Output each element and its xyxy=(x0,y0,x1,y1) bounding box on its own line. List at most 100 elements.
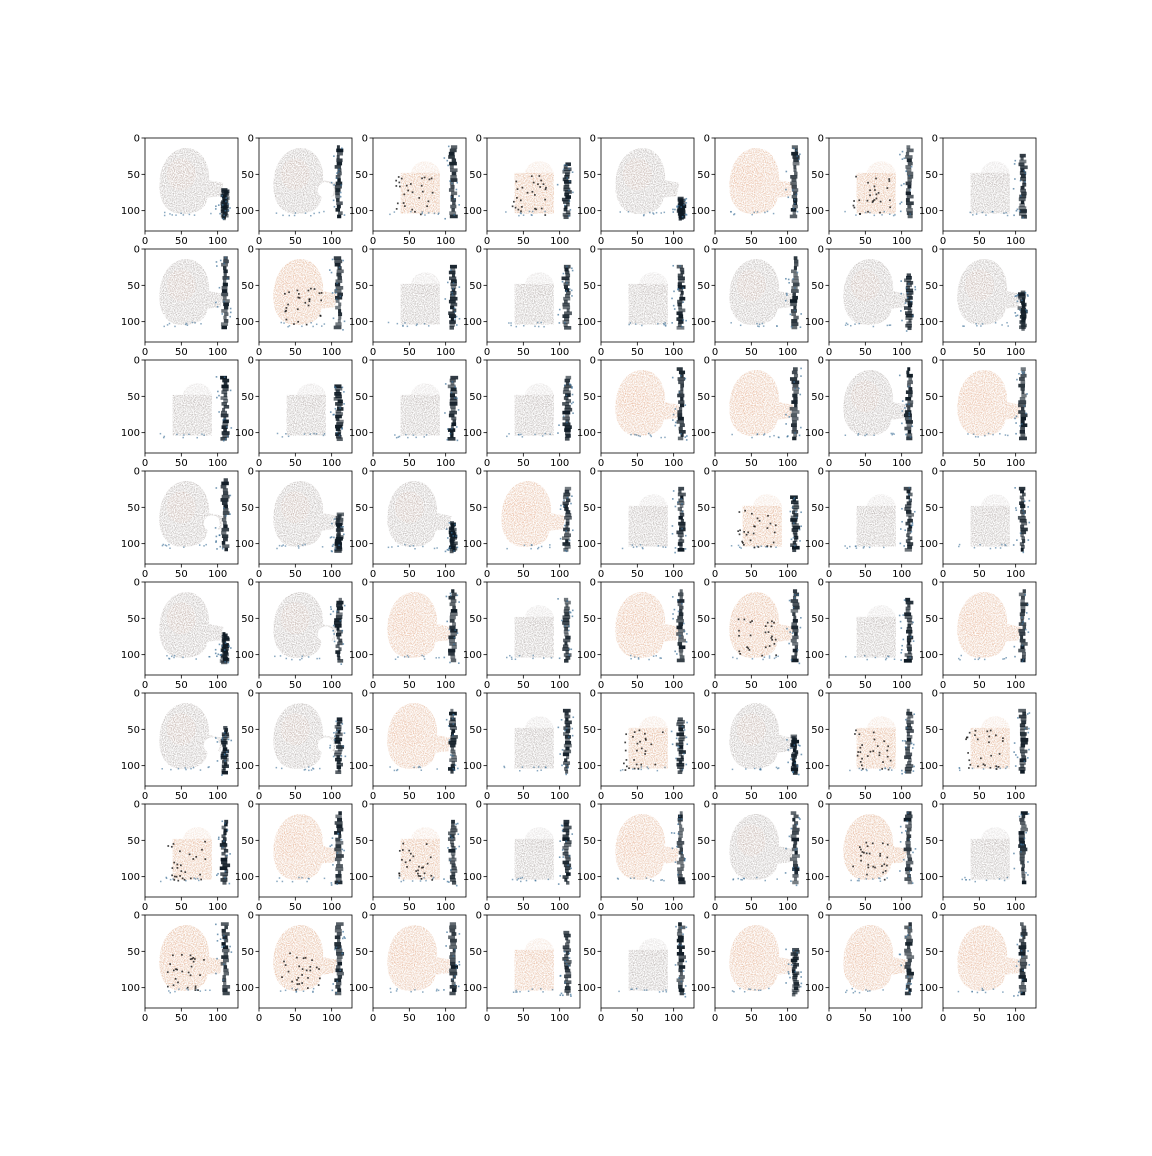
x-tick-label: 0 xyxy=(484,458,490,469)
x-tick-label: 50 xyxy=(859,791,872,802)
x-tick-label: 100 xyxy=(1006,347,1025,358)
y-tick-label: 100 xyxy=(349,317,368,328)
blob-shape xyxy=(400,827,440,880)
y-tick-label: 0 xyxy=(704,578,710,589)
y-tick-label: 50 xyxy=(697,281,710,292)
x-tick-label: 50 xyxy=(517,1013,530,1024)
generated-image xyxy=(618,922,688,998)
x-tick-label: 50 xyxy=(859,902,872,913)
x-tick-label: 50 xyxy=(175,569,188,580)
y-tick-label: 0 xyxy=(590,245,596,256)
generated-image xyxy=(730,494,802,553)
dark-stripe xyxy=(506,597,574,663)
panel-27: 0 50 100 0 50 100 xyxy=(349,467,467,580)
x-tick-label: 0 xyxy=(712,458,718,469)
x-tick-label: 50 xyxy=(403,347,416,358)
dark-stripe xyxy=(389,922,461,996)
generated-image xyxy=(394,375,460,442)
blob-hole xyxy=(203,515,220,532)
dark-stripe xyxy=(630,367,688,441)
x-tick-label: 0 xyxy=(142,791,148,802)
x-tick-label: 0 xyxy=(712,236,718,247)
generated-image xyxy=(615,811,686,885)
y-tick-label: 0 xyxy=(590,467,596,478)
dark-stripe xyxy=(731,734,803,776)
generated-image xyxy=(273,703,347,775)
panel-5: 0 50 100 0 50 100 xyxy=(577,134,695,247)
axes-frame xyxy=(372,470,467,565)
blob-shape xyxy=(501,481,566,547)
generated-image xyxy=(273,592,346,665)
generated-image xyxy=(511,819,574,885)
y-tick-label: 100 xyxy=(463,650,482,661)
panel-38: 0 50 100 0 50 100 xyxy=(691,578,809,691)
dark-stripe xyxy=(276,811,345,886)
blob-shape xyxy=(514,272,554,325)
y-tick-label: 100 xyxy=(121,428,140,439)
generated-image xyxy=(729,145,801,219)
y-tick-label: 0 xyxy=(476,467,482,478)
y-tick-label: 0 xyxy=(134,356,140,367)
axes-frame xyxy=(144,803,239,898)
generated-image xyxy=(957,259,1029,331)
blob-shape xyxy=(843,370,908,436)
x-tick-label: 100 xyxy=(208,236,227,247)
y-tick-label: 0 xyxy=(476,245,482,256)
blob-shape xyxy=(856,716,896,769)
x-tick-label: 0 xyxy=(484,236,490,247)
panel-25: 0 50 100 0 50 100 xyxy=(121,467,239,580)
x-tick-label: 0 xyxy=(484,791,490,802)
y-tick-label: 0 xyxy=(248,134,254,145)
x-tick-label: 50 xyxy=(631,236,644,247)
axes-frame xyxy=(828,359,923,454)
axes-frame xyxy=(486,692,581,787)
y-tick-label: 50 xyxy=(355,503,368,514)
x-tick-label: 0 xyxy=(712,791,718,802)
x-tick-label: 50 xyxy=(175,458,188,469)
y-tick-label: 0 xyxy=(134,911,140,922)
y-tick-label: 50 xyxy=(127,281,140,292)
y-tick-label: 50 xyxy=(925,947,938,958)
y-tick-label: 100 xyxy=(919,428,938,439)
y-tick-label: 50 xyxy=(811,725,824,736)
generated-image xyxy=(273,256,346,331)
x-tick-label: 100 xyxy=(1006,902,1025,913)
x-tick-label: 0 xyxy=(370,347,376,358)
y-tick-label: 0 xyxy=(248,356,254,367)
dark-stripe xyxy=(957,589,1030,663)
x-tick-label: 100 xyxy=(892,902,911,913)
x-tick-label: 50 xyxy=(631,569,644,580)
blob-shape xyxy=(615,814,680,880)
blob-shape xyxy=(856,161,896,214)
axes-frame xyxy=(600,914,695,1009)
panel-64: 0 50 100 0 50 100 xyxy=(919,911,1037,1024)
x-tick-label: 50 xyxy=(745,902,758,913)
panel-41: 0 50 100 0 50 100 xyxy=(121,689,239,802)
generated-image xyxy=(398,819,461,887)
y-tick-label: 0 xyxy=(818,356,824,367)
y-tick-label: 0 xyxy=(248,578,254,589)
panel-43: 0 50 100 0 50 100 xyxy=(349,689,467,802)
generated-image xyxy=(389,145,460,220)
x-tick-label: 0 xyxy=(256,902,262,913)
axes-frame xyxy=(828,137,923,232)
dark-stripe xyxy=(159,375,233,442)
generated-image xyxy=(387,922,461,996)
x-tick-label: 50 xyxy=(289,791,302,802)
dark-stripe xyxy=(389,145,460,220)
blob-shape xyxy=(729,370,794,436)
dark-stripe xyxy=(969,153,1028,219)
generated-image xyxy=(957,589,1030,663)
generated-image xyxy=(159,256,232,330)
blob-shape xyxy=(514,827,554,880)
dark-stripe xyxy=(957,922,1031,997)
x-tick-label: 0 xyxy=(370,569,376,580)
x-tick-label: 100 xyxy=(664,236,683,247)
axes-frame xyxy=(144,692,239,787)
y-tick-label: 100 xyxy=(349,206,368,217)
dark-stripe xyxy=(850,811,917,885)
x-tick-label: 100 xyxy=(664,791,683,802)
y-tick-label: 100 xyxy=(121,539,140,550)
y-tick-label: 50 xyxy=(355,947,368,958)
x-tick-label: 100 xyxy=(550,791,569,802)
